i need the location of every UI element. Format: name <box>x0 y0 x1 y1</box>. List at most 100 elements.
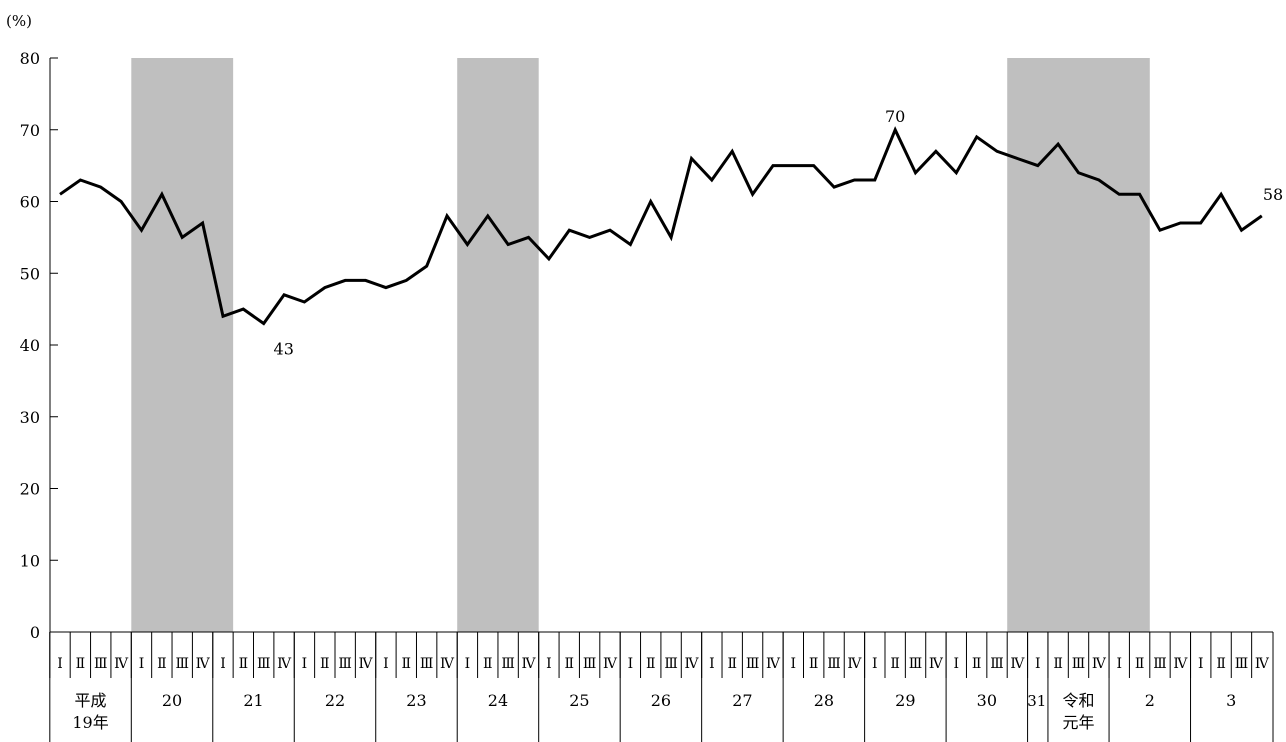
quarter-label: Ⅲ <box>257 656 271 672</box>
quarter-label: Ⅱ <box>564 656 574 672</box>
quarter-label: Ⅰ <box>383 656 389 672</box>
year-label: 25 <box>569 691 589 710</box>
quarter-label: Ⅰ <box>1198 656 1204 672</box>
year-label: 28 <box>814 691 834 710</box>
quarter-label: Ⅳ <box>1010 656 1025 672</box>
year-label: 22 <box>325 691 345 710</box>
year-label: 27 <box>732 691 752 710</box>
data-label: 70 <box>885 107 905 126</box>
y-tick-label: 0 <box>30 623 40 642</box>
shaded-period-1 <box>131 58 234 632</box>
year-label: 31 <box>1027 692 1046 710</box>
quarter-label: Ⅳ <box>522 656 537 672</box>
recession-shading <box>131 58 1150 632</box>
quarter-label: Ⅱ <box>76 656 86 672</box>
year-label: 平成 <box>75 691 107 710</box>
quarter-label: Ⅰ <box>709 656 715 672</box>
quarter-label: Ⅲ <box>420 656 434 672</box>
quarter-label: Ⅰ <box>220 656 226 672</box>
y-tick-label: 60 <box>20 193 40 212</box>
quarter-label: Ⅱ <box>972 656 982 672</box>
quarter-label: Ⅳ <box>277 656 292 672</box>
year-label: 元年 <box>1062 713 1094 732</box>
quarter-label: Ⅰ <box>57 656 63 672</box>
quarter-label: Ⅰ <box>954 656 960 672</box>
quarter-label: Ⅰ <box>791 656 797 672</box>
year-label: 令和 <box>1062 691 1094 710</box>
quarter-label: Ⅱ <box>1135 656 1145 672</box>
quarter-label: Ⅳ <box>1255 656 1270 672</box>
quarter-label: Ⅰ <box>1035 656 1041 672</box>
quarter-label: Ⅰ <box>546 656 552 672</box>
quarter-label: Ⅱ <box>157 656 167 672</box>
quarter-label: Ⅱ <box>1216 656 1226 672</box>
year-label: 21 <box>243 691 263 710</box>
y-tick-label: 50 <box>20 264 40 283</box>
year-label: 19年 <box>72 713 108 732</box>
y-tick-label: 40 <box>20 336 40 355</box>
plot-area: 43 70 58 <box>59 107 1283 358</box>
y-axis: 0 10 20 30 40 50 60 70 80 <box>20 49 58 642</box>
quarter-label: Ⅲ <box>94 656 108 672</box>
quarter-label: Ⅳ <box>847 656 862 672</box>
y-tick-label: 20 <box>20 480 40 499</box>
year-label: 29 <box>895 691 915 710</box>
quarter-label: Ⅳ <box>114 656 129 672</box>
quarter-label: Ⅲ <box>746 656 760 672</box>
quarter-label: Ⅰ <box>872 656 878 672</box>
quarter-label: Ⅱ <box>483 656 493 672</box>
y-tick-label: 10 <box>20 551 40 570</box>
quarter-label: Ⅳ <box>684 656 699 672</box>
quarter-label: Ⅲ <box>175 656 189 672</box>
y-unit-label: (%) <box>6 12 32 30</box>
y-tick-label: 70 <box>20 121 40 140</box>
quarter-label: Ⅰ <box>139 656 145 672</box>
data-label: 43 <box>274 339 294 358</box>
quarter-label: Ⅱ <box>646 656 656 672</box>
quarter-label: Ⅰ <box>1116 656 1122 672</box>
quarter-label: Ⅱ <box>809 656 819 672</box>
quarter-label: Ⅳ <box>196 656 211 672</box>
quarter-label: Ⅳ <box>766 656 781 672</box>
year-label: 2 <box>1145 691 1155 710</box>
quarter-label: Ⅰ <box>628 656 634 672</box>
year-label: 20 <box>162 691 182 710</box>
year-label: 23 <box>406 691 426 710</box>
year-label: 30 <box>977 691 997 710</box>
series-line <box>59 126 1263 326</box>
quarter-label: Ⅲ <box>1235 656 1249 672</box>
quarter-label: Ⅲ <box>909 656 923 672</box>
quarter-label: Ⅲ <box>990 656 1004 672</box>
quarter-label: Ⅲ <box>664 656 678 672</box>
quarter-label: Ⅱ <box>727 656 737 672</box>
quarter-label: Ⅲ <box>583 656 597 672</box>
quarter-label: Ⅰ <box>465 656 471 672</box>
year-label: 3 <box>1226 691 1236 710</box>
quarter-label: Ⅳ <box>440 656 455 672</box>
quarter-label: Ⅱ <box>320 656 330 672</box>
quarter-label: Ⅲ <box>1072 656 1086 672</box>
quarter-label: Ⅲ <box>501 656 515 672</box>
quarter-label: Ⅱ <box>890 656 900 672</box>
y-tick-label: 30 <box>20 408 40 427</box>
quarter-label: Ⅳ <box>929 656 944 672</box>
quarter-label: Ⅳ <box>1092 656 1107 672</box>
quarter-label: Ⅲ <box>827 656 841 672</box>
quarter-label: Ⅳ <box>603 656 618 672</box>
year-label: 24 <box>488 691 508 710</box>
shaded-period-3 <box>1007 58 1150 632</box>
quarter-label: Ⅱ <box>402 656 412 672</box>
data-label: 58 <box>1263 185 1283 204</box>
quarter-label: Ⅲ <box>1153 656 1167 672</box>
quarter-label: Ⅳ <box>1173 656 1188 672</box>
y-tick-label: 80 <box>20 49 40 68</box>
shaded-period-2 <box>457 58 539 632</box>
quarter-label: Ⅰ <box>302 656 308 672</box>
quarter-label: Ⅱ <box>1053 656 1063 672</box>
year-label: 26 <box>651 691 671 710</box>
quarter-label: Ⅱ <box>239 656 249 672</box>
quarter-label: Ⅳ <box>359 656 374 672</box>
quarter-label: Ⅲ <box>338 656 352 672</box>
